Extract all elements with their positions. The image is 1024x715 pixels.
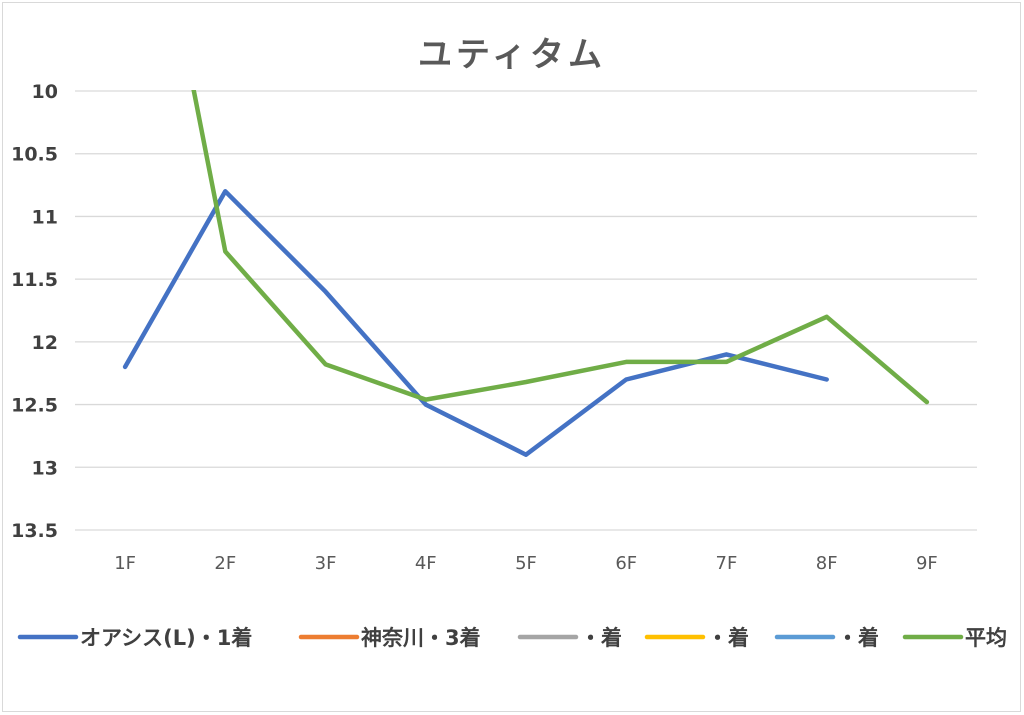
x-tick-label: 5F bbox=[515, 553, 537, 574]
y-tick-label: 11.5 bbox=[11, 269, 58, 291]
legend-label: ・着 bbox=[707, 626, 749, 650]
x-tick-label: 4F bbox=[415, 553, 437, 574]
legend-label: ・着 bbox=[580, 626, 622, 650]
x-tick-label: 7F bbox=[716, 553, 738, 574]
legend-label: オアシス(L)・1着 bbox=[80, 626, 252, 650]
x-tick-label: 8F bbox=[816, 553, 838, 574]
series-lines bbox=[122, 90, 930, 457]
legend: オアシス(L)・1着 神奈川・3着 ・着 ・着 ・着 平均 bbox=[17, 626, 1007, 650]
legend-label: 平均 bbox=[965, 626, 1007, 650]
y-tick-label: 13 bbox=[32, 457, 58, 479]
x-tick-label: 9F bbox=[916, 553, 938, 574]
y-tick-label: 11 bbox=[32, 206, 58, 228]
y-tick-label: 10 bbox=[32, 81, 58, 103]
series-line bbox=[191, 90, 930, 405]
y-axis-tick-labels: 10 10.5 11 11.5 12 12.5 13 13.5 bbox=[11, 81, 58, 542]
y-tick-label: 12.5 bbox=[11, 395, 58, 417]
y-tick-label: 13.5 bbox=[11, 520, 58, 542]
legend-label: ・着 bbox=[837, 626, 879, 650]
x-axis-tick-labels: 1F 2F 3F 4F 5F 6F 7F 8F 9F bbox=[114, 553, 938, 574]
series-line bbox=[122, 189, 829, 457]
y-tick-label: 10.5 bbox=[11, 144, 58, 166]
x-tick-label: 2F bbox=[214, 553, 236, 574]
legend-label: 神奈川・3着 bbox=[361, 626, 481, 650]
chart-title: ユティタム bbox=[418, 35, 606, 75]
x-tick-label: 1F bbox=[114, 553, 136, 574]
gridlines bbox=[75, 90, 977, 531]
x-tick-label: 6F bbox=[615, 553, 637, 574]
x-tick-label: 3F bbox=[315, 553, 337, 574]
y-tick-label: 12 bbox=[32, 332, 58, 354]
